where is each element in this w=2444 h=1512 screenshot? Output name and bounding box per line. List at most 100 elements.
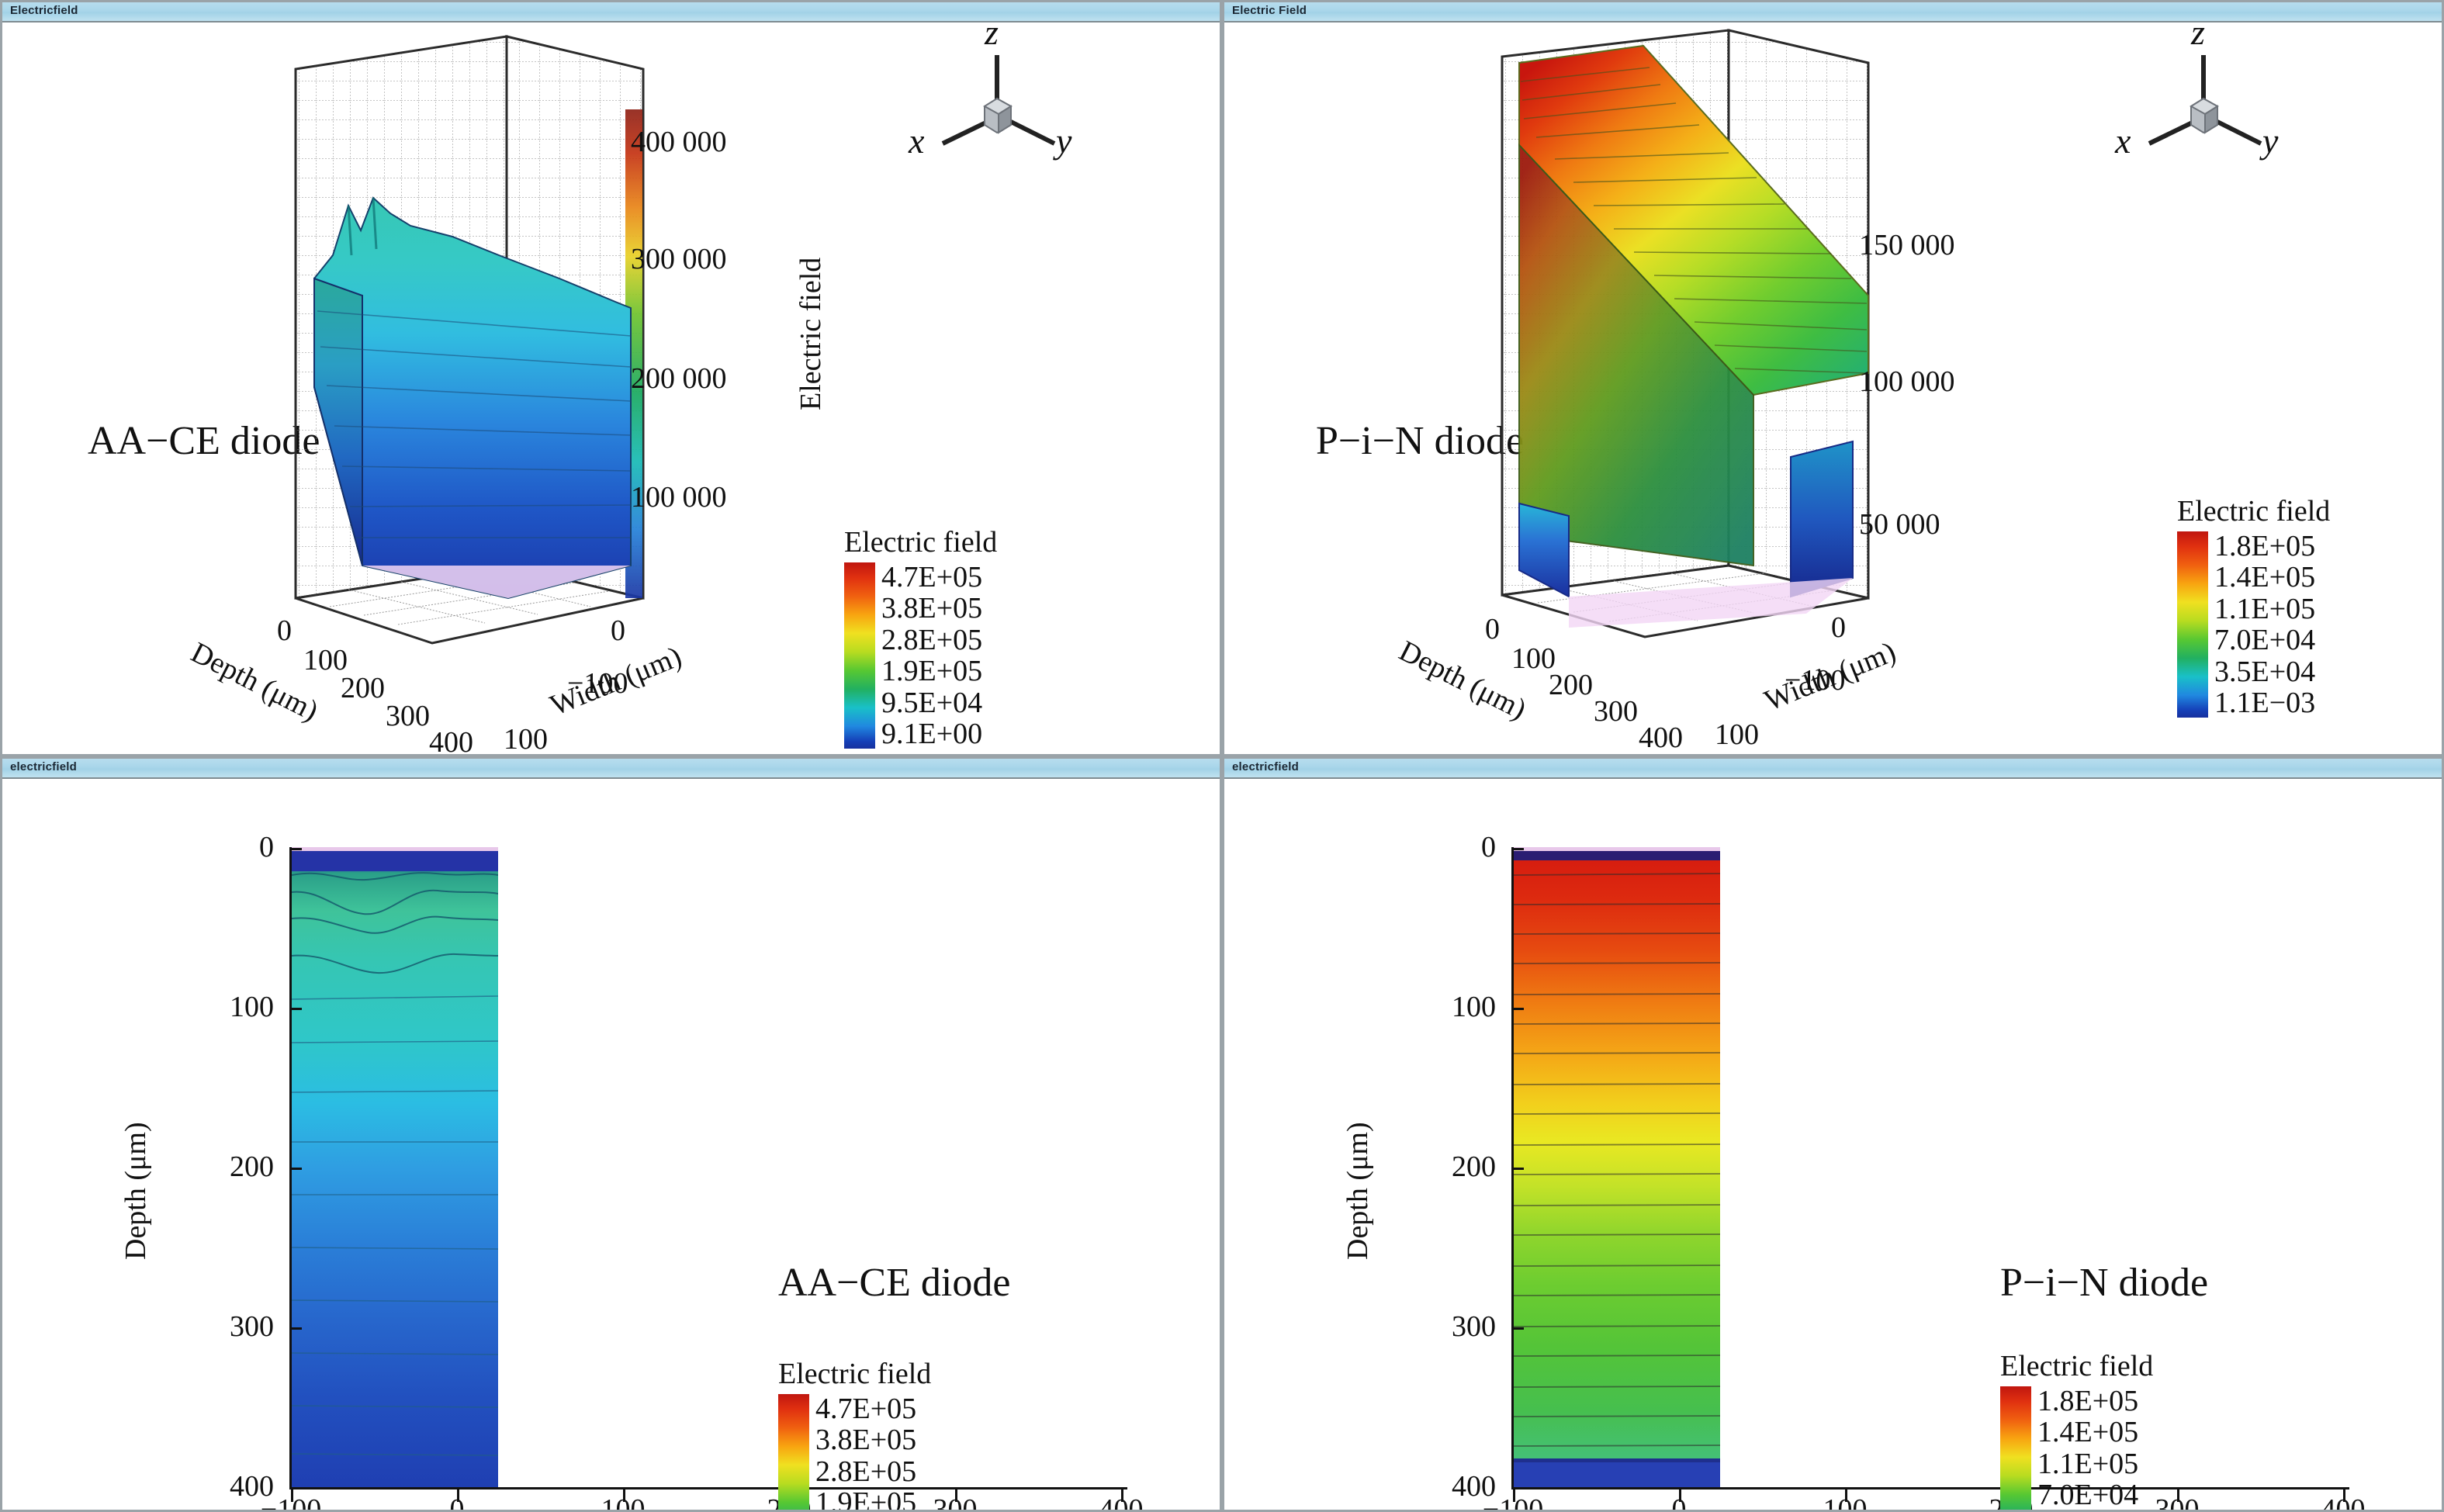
heatmap-svg [1514, 847, 1720, 1487]
x-axis-tick [1513, 1490, 1515, 1502]
titlebar-bottom-right[interactable]: electricfield [1224, 759, 2442, 779]
legend-value: 7.0E+04 [2214, 624, 2316, 657]
window-title: Electric Field [1232, 4, 1307, 17]
y-tick-label: 400 [1452, 1470, 1496, 1503]
width-tick-label: 100 [504, 723, 548, 756]
depth-tick-label: 100 [303, 644, 348, 676]
axis-label-x: x [909, 121, 925, 161]
colorbar-legend: Electric field 1.8E+05 1.4E+05 1.1E+05 7… [2177, 494, 2330, 718]
x-axis-tick [2343, 1490, 2345, 1502]
panel-bottom-right: electricfield P−i−N diode [1222, 756, 2444, 1512]
legend-value: 1.8E+05 [2214, 530, 2316, 562]
y-tick-label: 400 [230, 1470, 274, 1503]
legend-value: 1.8E+05 [2037, 1385, 2139, 1417]
surface-plot-svg [294, 35, 645, 645]
panel-body-bottom-right: P−i−N diode [1224, 779, 2442, 1510]
legend-values: 1.8E+05 1.4E+05 1.1E+05 7.0E+04 3.5E+04 … [2037, 1385, 2139, 1512]
x-axis-tick [623, 1490, 625, 1502]
y-axis-tick [1511, 1327, 1524, 1330]
legend-colorbar [844, 562, 875, 749]
depth-tick-label: 300 [1594, 695, 1638, 728]
x-axis-tick [1679, 1490, 1681, 1502]
legend-title: Electric field [844, 526, 998, 559]
legend-value: 9.1E+00 [881, 717, 983, 750]
orientation-axes-widget: z x y [2109, 12, 2295, 173]
legend-value: 7.0E+04 [2037, 1479, 2139, 1512]
y-axis-tick [1511, 1008, 1524, 1010]
x-axis-tick [291, 1490, 293, 1502]
y-axis-tick [289, 1327, 302, 1330]
legend-value: 1.1E−03 [2214, 686, 2316, 719]
z-tick-label: 100 000 [1859, 365, 1955, 398]
contour-plot-2d: 0 100 200 300 400 Depth (μm) −100 0 100 … [1224, 779, 2442, 1512]
orientation-axes-icon [2148, 55, 2262, 146]
depth-tick-label: 200 [1549, 669, 1593, 701]
legend-value: 9.5E+04 [881, 686, 983, 719]
width-tick-label: −100 [567, 667, 628, 700]
width-tick-label: −100 [1785, 664, 1846, 697]
diode-annotation: P−i−N diode [1316, 419, 1525, 463]
legend-value: 1.1E+05 [2037, 1447, 2139, 1480]
x-tick-label: 0 [1671, 1493, 1687, 1512]
depth-tick-label: 0 [1485, 613, 1500, 645]
z-tick-label: 150 000 [1859, 229, 1955, 261]
depth-tick-label: 400 [1639, 721, 1683, 754]
x-tick-label: 100 [1823, 1493, 1868, 1512]
axis-label-x: x [2115, 121, 2131, 161]
titlebar-top-right[interactable]: Electric Field [1224, 2, 2442, 22]
window-title: electricfield [10, 760, 77, 773]
axis-label-z: z [985, 12, 999, 52]
y-tick-label: 100 [230, 991, 274, 1023]
depth-tick-label: 300 [386, 700, 430, 732]
axis-label-y: y [2262, 121, 2279, 161]
legend-value: 2.8E+05 [881, 623, 983, 656]
x-tick-label: −100 [1482, 1493, 1544, 1512]
legend-value: 1.9E+05 [815, 1486, 917, 1512]
z-tick-label: 50 000 [1859, 508, 1940, 541]
y-axis-tick [1511, 1168, 1524, 1170]
z-tick-label: 400 000 [631, 126, 727, 158]
y-tick-label: 300 [230, 1310, 274, 1343]
width-tick-label: 0 [611, 614, 625, 647]
y-axis-tick [1511, 848, 1524, 850]
titlebar-top-left[interactable]: Electricfield [2, 2, 1220, 22]
x-axis-tick [2177, 1490, 2179, 1502]
panel-body-top-right: z x y P−i−N diode [1224, 12, 2442, 754]
y-tick-label: 0 [1481, 831, 1496, 863]
legend-values: 1.8E+05 1.4E+05 1.1E+05 7.0E+04 3.5E+04 … [2214, 531, 2315, 718]
legend-value: 3.8E+05 [881, 592, 983, 625]
legend-colorbar [2000, 1386, 2031, 1510]
y-axis-tick [289, 848, 302, 850]
y-tick-label: 300 [1452, 1310, 1496, 1343]
surface-plot-svg [1501, 29, 1870, 638]
panel-body-top-left: z x y AA−CE diode [2, 12, 1220, 754]
y-tick-label: 200 [1452, 1150, 1496, 1183]
orientation-axes-icon [941, 55, 1056, 146]
x-tick-label: 400 [1099, 1493, 1144, 1512]
legend-title: Electric field [778, 1358, 932, 1390]
legend-value: 1.4E+05 [2037, 1416, 2139, 1449]
legend-value: 1.9E+05 [881, 655, 983, 688]
titlebar-bottom-left[interactable]: electricfield [2, 759, 1220, 779]
x-tick-label: 400 [2321, 1493, 2366, 1512]
diode-annotation: AA−CE diode [88, 419, 320, 463]
legend-values: 4.7E+05 3.8E+05 2.8E+05 1.9E+05 9.5E+04 … [881, 562, 982, 749]
y-tick-label: 0 [259, 831, 274, 863]
depth-tick-label: 0 [277, 614, 292, 647]
panel-bottom-left: electricfield AA−CE diode [0, 756, 1222, 1512]
x-axis-tick [1121, 1490, 1123, 1502]
diode-annotation: AA−CE diode [778, 1261, 1011, 1305]
heatmap-field [1514, 847, 1720, 1487]
heatmap-svg [292, 847, 498, 1487]
z-axis-title: Electric field [794, 257, 827, 410]
width-tick-label: 100 [1715, 718, 1759, 751]
y-axis-tick [1511, 1487, 1524, 1490]
surface-plot-3d: 150 000 100 000 50 000 0 100 200 300 400… [1393, 22, 2023, 754]
x-axis-tick [457, 1490, 459, 1502]
x-tick-label: 0 [449, 1493, 465, 1512]
colorbar-legend: Electric field 4.7E+05 3.8E+05 2.8E+05 1… [778, 1357, 932, 1512]
y-axis-tick [289, 1008, 302, 1010]
surface-plot-3d: 400 000 300 000 200 000 100 000 Electric… [185, 22, 827, 754]
legend-values: 4.7E+05 3.8E+05 2.8E+05 1.9E+05 9.5E+04 … [815, 1394, 917, 1512]
